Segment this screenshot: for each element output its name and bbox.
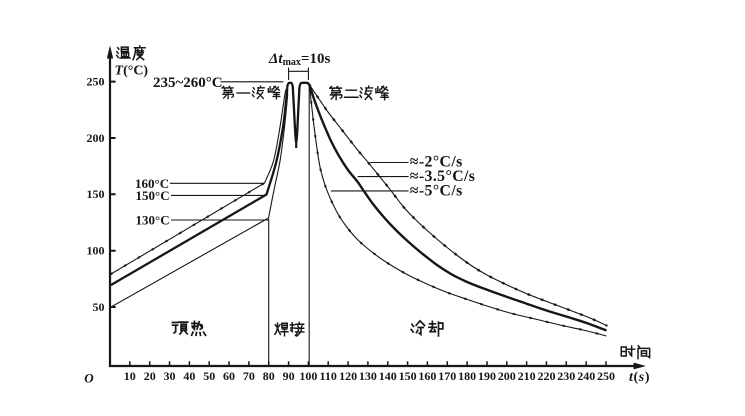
svg-text:210: 210 xyxy=(518,369,536,383)
svg-text:160: 160 xyxy=(418,369,436,383)
svg-text:170: 170 xyxy=(438,369,456,383)
svg-text:10: 10 xyxy=(124,369,136,383)
svg-text:50: 50 xyxy=(203,369,215,383)
svg-text:130: 130 xyxy=(359,369,377,383)
svg-text:t(s): t(s) xyxy=(629,370,650,385)
svg-text:230: 230 xyxy=(557,369,575,383)
svg-text:160°C: 160°C xyxy=(135,176,169,191)
svg-text:120: 120 xyxy=(339,369,357,383)
svg-text:190: 190 xyxy=(478,369,496,383)
svg-text:40: 40 xyxy=(183,369,195,383)
svg-text:250: 250 xyxy=(87,75,105,89)
svg-text:30: 30 xyxy=(164,369,176,383)
svg-text:100: 100 xyxy=(87,244,105,258)
svg-text:60: 60 xyxy=(223,369,235,383)
svg-text:200: 200 xyxy=(498,369,516,383)
svg-text:80: 80 xyxy=(263,369,275,383)
svg-text:150: 150 xyxy=(87,187,105,201)
svg-text:220: 220 xyxy=(538,369,556,383)
svg-text:50: 50 xyxy=(93,300,105,314)
svg-text:O: O xyxy=(84,371,94,386)
svg-text:100: 100 xyxy=(299,369,317,383)
svg-text:200: 200 xyxy=(87,131,105,145)
svg-text:90: 90 xyxy=(283,369,295,383)
svg-text:Δtmax=10s: Δtmax=10s xyxy=(268,51,330,68)
svg-text:70: 70 xyxy=(243,369,255,383)
svg-text:≈-3.5°C/s: ≈-3.5°C/s xyxy=(410,168,476,185)
svg-text:20: 20 xyxy=(144,369,156,383)
svg-text:150: 150 xyxy=(399,369,417,383)
svg-text:180: 180 xyxy=(458,369,476,383)
svg-text:130°C: 130°C xyxy=(136,213,170,228)
svg-text:T(°C): T(°C) xyxy=(115,64,149,79)
svg-text:110: 110 xyxy=(320,369,337,383)
svg-text:≈-5°C/s: ≈-5°C/s xyxy=(410,182,463,199)
svg-text:≈-2°C/s: ≈-2°C/s xyxy=(410,154,463,171)
svg-text:250: 250 xyxy=(597,369,615,383)
svg-text:240: 240 xyxy=(577,369,595,383)
svg-text:150°C: 150°C xyxy=(136,188,170,203)
svg-text:235~260°C: 235~260°C xyxy=(153,75,223,91)
svg-text:140: 140 xyxy=(379,369,397,383)
